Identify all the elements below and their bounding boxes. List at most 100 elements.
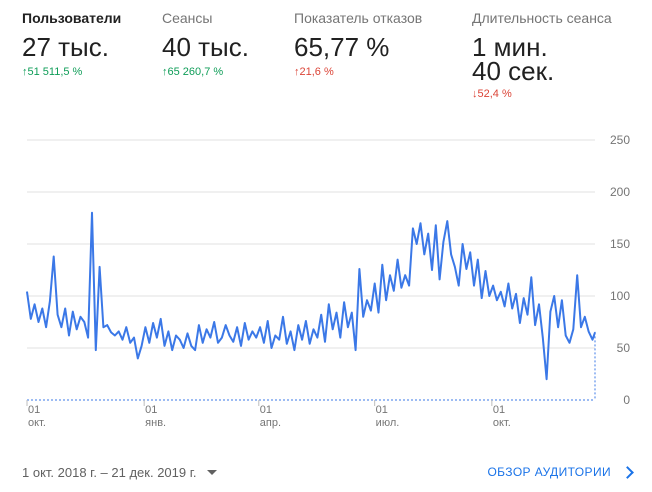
- data-point: [538, 303, 540, 305]
- data-point: [278, 339, 280, 341]
- audience-overview-link[interactable]: ОБЗОР АУДИТОРИИ: [487, 465, 634, 479]
- chevron-right-icon: [621, 465, 634, 479]
- data-point: [305, 320, 307, 322]
- data-point: [339, 337, 341, 339]
- data-point: [374, 282, 376, 285]
- data-point: [45, 326, 47, 328]
- data-point: [481, 297, 483, 299]
- x-tick-month: окт.: [493, 417, 511, 429]
- x-tick-day: 01: [260, 404, 272, 416]
- data-point: [561, 299, 563, 301]
- data-point: [79, 316, 82, 318]
- data-point: [309, 343, 311, 345]
- data-point: [286, 343, 288, 345]
- y-tick-label: 100: [610, 289, 630, 303]
- data-point: [183, 347, 185, 349]
- data-point: [488, 295, 490, 297]
- data-point: [442, 241, 444, 243]
- data-point: [469, 251, 471, 253]
- data-point: [110, 331, 112, 333]
- date-range-selector[interactable]: 1 окт. 2018 г. – 21 дек. 2019 г.: [22, 465, 217, 480]
- data-point: [221, 337, 223, 339]
- chart-series: [26, 211, 596, 400]
- metric-session-duration-value: 1 мин.: [472, 32, 548, 62]
- data-point: [507, 282, 509, 285]
- data-point: [190, 345, 192, 347]
- data-point: [324, 341, 326, 343]
- data-point: [95, 349, 97, 351]
- data-point: [68, 334, 70, 337]
- metric-session-duration-value-secs: 40 сек.: [472, 56, 555, 86]
- data-point: [206, 328, 208, 330]
- metric-sessions-change: ↑65 260,7 %: [162, 66, 224, 78]
- data-point: [549, 311, 552, 313]
- data-point: [473, 285, 475, 287]
- data-point: [335, 312, 338, 314]
- metric-users[interactable]: Пользователи 27 тыс. ↑51 511,5 %: [22, 10, 121, 78]
- data-point: [274, 334, 276, 337]
- arrow-up-icon: ↑: [162, 66, 168, 78]
- data-point: [370, 310, 372, 312]
- data-point: [400, 287, 402, 289]
- data-point: [259, 326, 261, 328]
- data-point: [133, 337, 135, 339]
- data-point: [358, 268, 360, 270]
- data-point: [26, 291, 28, 293]
- data-point: [37, 321, 40, 323]
- data-point: [236, 326, 238, 328]
- metric-sessions-label: Сеансы: [162, 10, 213, 26]
- data-point: [248, 339, 250, 341]
- data-point: [102, 326, 104, 328]
- data-point: [167, 330, 169, 332]
- data-point: [484, 270, 487, 272]
- data-point: [228, 334, 231, 337]
- data-point: [568, 342, 571, 344]
- data-point: [267, 320, 269, 322]
- data-point: [217, 342, 219, 344]
- data-point: [427, 233, 429, 235]
- data-point: [462, 243, 464, 245]
- data-point: [99, 266, 101, 268]
- metric-sessions[interactable]: Сеансы 40 тыс. ↑65 260,7 %: [162, 10, 249, 78]
- data-point: [397, 259, 399, 261]
- data-point: [30, 318, 32, 320]
- data-point: [419, 222, 422, 224]
- data-point: [320, 314, 322, 316]
- data-point: [435, 224, 437, 226]
- data-point: [72, 311, 74, 313]
- data-point: [381, 264, 383, 266]
- data-point: [584, 316, 586, 318]
- data-point: [355, 349, 357, 351]
- chart-gridlines: [27, 139, 595, 401]
- audience-overview-label: ОБЗОР АУДИТОРИИ: [487, 465, 611, 479]
- data-point: [389, 274, 391, 276]
- data-point: [366, 299, 368, 301]
- metric-bounce-rate[interactable]: Показатель отказов 65,77 % ↑21,6 %: [294, 10, 422, 78]
- metric-users-value: 27 тыс.: [22, 32, 109, 62]
- data-point: [530, 276, 532, 278]
- arrow-up-icon: ↑: [22, 66, 28, 78]
- data-point: [297, 324, 299, 326]
- data-point: [312, 328, 315, 330]
- data-point: [526, 314, 529, 316]
- x-tick-day: 01: [376, 404, 388, 416]
- data-point: [496, 299, 498, 301]
- data-point: [362, 316, 364, 318]
- data-point: [504, 305, 506, 307]
- data-point: [232, 341, 234, 343]
- data-point: [351, 312, 353, 314]
- data-point: [377, 312, 380, 314]
- data-point: [385, 299, 387, 301]
- metric-session-duration[interactable]: Длительность сеанса 1 мин. 40 сек. ↓52,4…: [472, 10, 612, 100]
- data-point: [87, 337, 89, 339]
- x-tick-month: июл.: [376, 417, 400, 429]
- data-point: [148, 342, 150, 344]
- data-point: [572, 328, 574, 330]
- data-point: [64, 307, 66, 310]
- data-point: [404, 274, 406, 276]
- y-tick-label: 150: [610, 237, 630, 251]
- data-point: [156, 337, 158, 339]
- data-point: [594, 331, 596, 333]
- data-point: [465, 268, 467, 270]
